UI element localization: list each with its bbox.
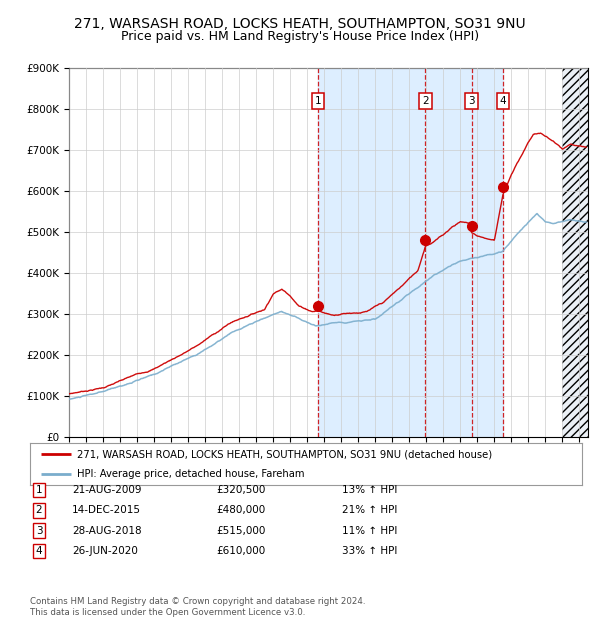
Text: Contains HM Land Registry data © Crown copyright and database right 2024.
This d: Contains HM Land Registry data © Crown c… [30,598,365,617]
Text: 4: 4 [35,546,43,556]
Text: £610,000: £610,000 [216,546,265,556]
Text: 3: 3 [35,526,43,536]
Bar [562,68,588,437]
Text: 271, WARSASH ROAD, LOCKS HEATH, SOUTHAMPTON, SO31 9NU: 271, WARSASH ROAD, LOCKS HEATH, SOUTHAMP… [74,17,526,32]
Text: 2: 2 [35,505,43,515]
Text: £480,000: £480,000 [216,505,265,515]
Text: HPI: Average price, detached house, Fareham: HPI: Average price, detached house, Fare… [77,469,304,479]
Text: 1: 1 [315,96,322,106]
Text: 271, WARSASH ROAD, LOCKS HEATH, SOUTHAMPTON, SO31 9NU (detached house): 271, WARSASH ROAD, LOCKS HEATH, SOUTHAMP… [77,449,492,459]
Text: 26-JUN-2020: 26-JUN-2020 [72,546,138,556]
Text: 11% ↑ HPI: 11% ↑ HPI [342,526,397,536]
Text: 14-DEC-2015: 14-DEC-2015 [72,505,141,515]
Text: 21% ↑ HPI: 21% ↑ HPI [342,505,397,515]
Text: 3: 3 [468,96,475,106]
Bar [562,68,588,437]
Text: 2: 2 [422,96,429,106]
Text: 33% ↑ HPI: 33% ↑ HPI [342,546,397,556]
Text: £515,000: £515,000 [216,526,265,536]
Text: Price paid vs. HM Land Registry's House Price Index (HPI): Price paid vs. HM Land Registry's House … [121,30,479,43]
Text: 4: 4 [499,96,506,106]
Bar [318,68,503,437]
Text: 13% ↑ HPI: 13% ↑ HPI [342,485,397,495]
Text: 28-AUG-2018: 28-AUG-2018 [72,526,142,536]
Text: 21-AUG-2009: 21-AUG-2009 [72,485,142,495]
Text: £320,500: £320,500 [216,485,265,495]
Text: 1: 1 [35,485,43,495]
